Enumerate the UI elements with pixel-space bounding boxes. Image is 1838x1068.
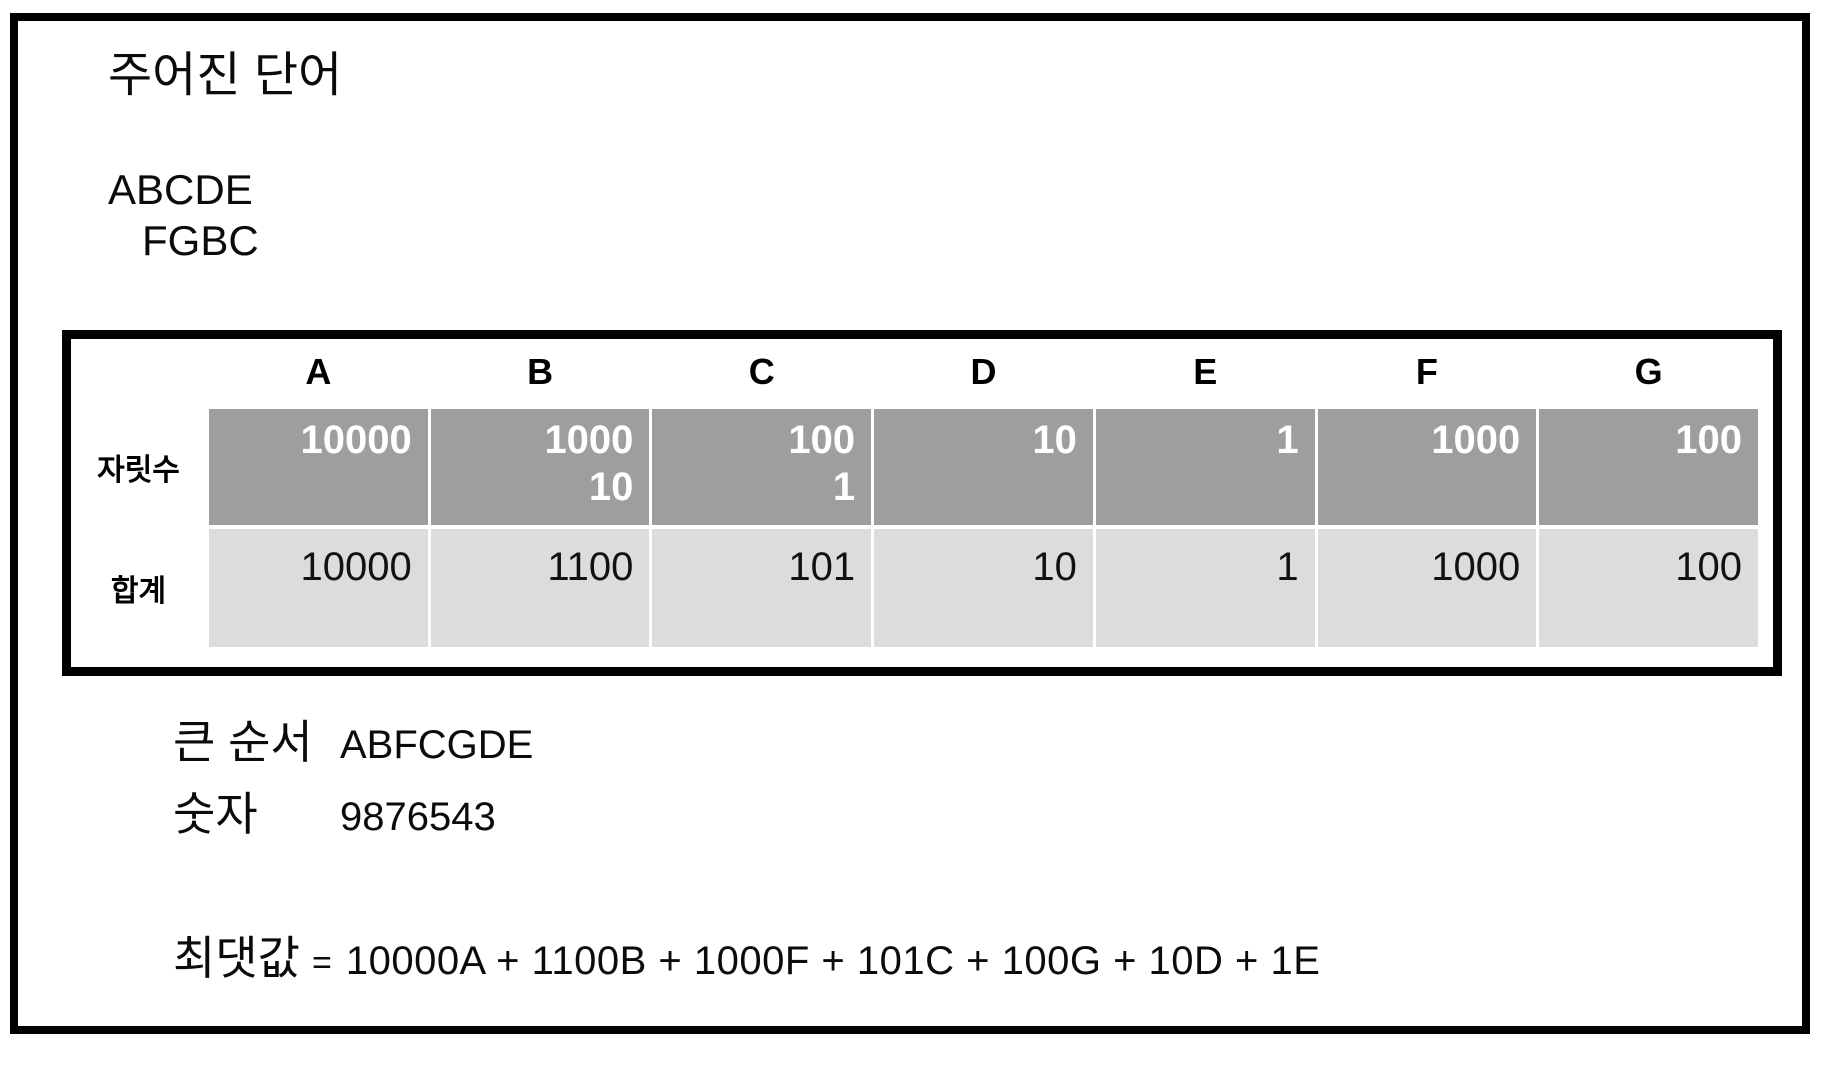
digits-line: 숫자 9876543 [173, 778, 496, 844]
place-value: 10 [588, 465, 634, 509]
equals-sign: = [311, 944, 332, 982]
column-header-a: A [305, 351, 332, 392]
place-cell-f: 1000 [1317, 409, 1537, 525]
table-corner-cell [71, 339, 206, 405]
place-cell-d: 10 [874, 409, 1093, 525]
given-word-fgbc: FGBC [142, 217, 259, 264]
place-value: 10 [1032, 418, 1077, 462]
given-word-abcde: ABCDE [108, 166, 253, 213]
sum-cell-b: 1100 [430, 529, 650, 647]
place-value: 1 [832, 465, 856, 509]
column-header-e: E [1193, 351, 1218, 392]
given-words: ABCDE FGBC [108, 164, 259, 266]
sum-value: 1000 [1431, 545, 1521, 589]
order-label: 큰 순서 [173, 716, 313, 768]
max-value-label: 최댓값 [173, 932, 300, 984]
place-value-grid: A B C D E F G 자릿수 10000 1000 10 100 1 10 [71, 339, 1773, 667]
sum-cell-g: 100 [1539, 529, 1758, 647]
row-label-place: 자릿수 [97, 454, 180, 487]
column-header-d: D [970, 351, 997, 392]
order-value: ABFCGDE [340, 723, 534, 767]
place-cell-g: 100 [1539, 409, 1758, 525]
sum-value: 1 [1276, 545, 1299, 589]
sum-value: 1100 [547, 545, 634, 589]
column-header-f: F [1415, 351, 1438, 392]
place-cell-c: 100 1 [652, 409, 872, 525]
digits-label: 숫자 [173, 788, 258, 840]
place-cell-e: 1 [1095, 409, 1315, 525]
sum-cell-d: 10 [874, 529, 1093, 647]
digits-value: 9876543 [340, 795, 496, 839]
column-header-c: C [748, 351, 775, 392]
place-value: 1000 [544, 418, 634, 462]
place-value: 10000 [300, 418, 412, 462]
page-title: 주어진 단어 [108, 49, 343, 102]
place-value: 1 [1276, 418, 1299, 462]
place-value: 100 [788, 418, 856, 462]
place-cell-b: 1000 10 [430, 409, 650, 525]
place-value: 1000 [1431, 418, 1521, 462]
sum-value: 10000 [300, 545, 412, 589]
order-line: 큰 순서 ABFCGDE [173, 706, 533, 772]
column-header-g: G [1634, 351, 1663, 392]
sum-value: 101 [788, 545, 856, 589]
row-label-sum: 합계 [110, 575, 167, 608]
place-value: 100 [1675, 418, 1742, 462]
place-cell-a: 10000 [209, 409, 428, 525]
place-value-table: A B C D E F G 자릿수 10000 1000 10 100 1 10 [62, 330, 1782, 676]
max-value-formula: 최댓값 = 10000A + 1100B + 1000F + 101C + 10… [173, 922, 1320, 988]
sum-value: 10 [1032, 545, 1077, 589]
slide-border [10, 13, 1810, 1034]
max-value-expression: 10000A + 1100B + 1000F + 101C + 100G + 1… [345, 939, 1321, 983]
sum-cell-c: 101 [652, 529, 872, 647]
column-header-b: B [527, 351, 554, 392]
sum-value: 100 [1675, 545, 1742, 589]
sum-cell-f: 1000 [1317, 529, 1537, 647]
sum-cell-e: 1 [1095, 529, 1315, 647]
sum-cell-a: 10000 [209, 529, 428, 647]
